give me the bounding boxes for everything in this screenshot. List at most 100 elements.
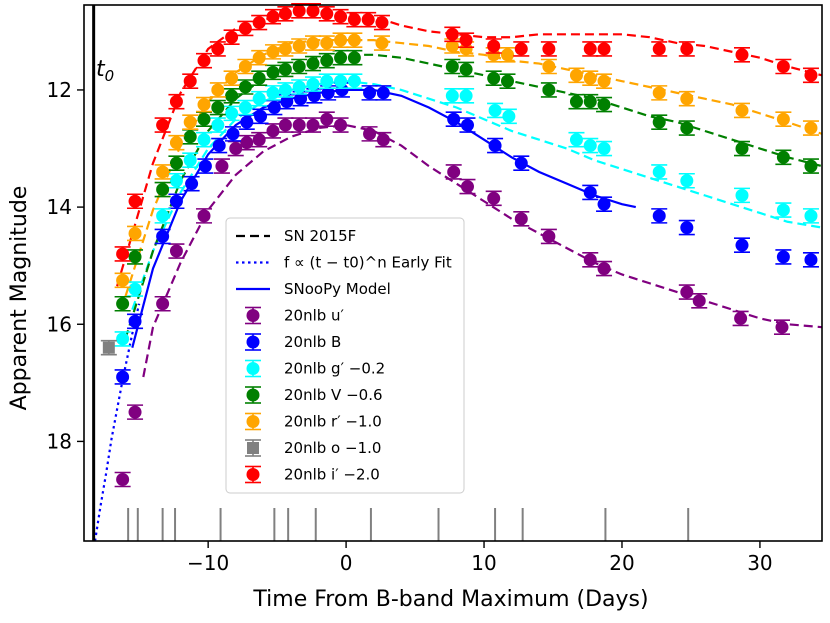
legend-label: 20nlb u′ xyxy=(284,307,345,325)
data-point-20nlb-b xyxy=(267,101,281,115)
data-point-20nlb-b xyxy=(116,370,130,384)
data-point-20nlb-b xyxy=(514,156,528,170)
data-point-20nlb-b xyxy=(488,139,502,153)
x-tick-label: 20 xyxy=(609,551,634,575)
data-point-20nlb-u xyxy=(460,180,474,194)
data-point-20nlb-b xyxy=(294,92,308,106)
data-point-20nlb-r-1-0 xyxy=(238,60,252,74)
data-point-20nlb-v-0-6 xyxy=(225,89,239,103)
legend-label: 20nlb r′ −1.0 xyxy=(284,413,382,431)
data-point-20nlb-u xyxy=(215,159,229,173)
data-point-20nlb-v-0-6 xyxy=(292,60,306,74)
data-point-20nlb-g-0-2 xyxy=(502,109,516,123)
data-point-20nlb-b xyxy=(128,314,142,328)
data-point-20nlb-g-0-2 xyxy=(804,209,818,223)
data-point-20nlb-u xyxy=(169,244,183,258)
data-point-20nlb-g-0-2 xyxy=(597,142,611,156)
data-point-20nlb-g-0-2 xyxy=(266,86,280,100)
data-point-20nlb-u xyxy=(266,124,280,138)
data-point-20nlb-v-0-6 xyxy=(487,71,501,85)
data-point-20nlb-i-2-0 xyxy=(266,10,280,24)
data-point-20nlb-v-0-6 xyxy=(445,60,459,74)
data-point-20nlb-r-1-0 xyxy=(375,36,389,50)
data-point-20nlb-g-0-2 xyxy=(680,174,694,188)
data-point-20nlb-v-0-6 xyxy=(306,57,320,71)
data-point-20nlb-i-2-0 xyxy=(459,33,473,47)
data-point-20nlb-r-1-0 xyxy=(225,71,239,85)
data-point-20nlb-b xyxy=(680,221,694,235)
data-point-20nlb-g-0-2 xyxy=(278,83,292,97)
data-point-20nlb-r-1-0 xyxy=(652,86,666,100)
data-point-20nlb-g-0-2 xyxy=(169,174,183,188)
legend-marker-20nlb-v-0-6 xyxy=(246,388,260,402)
data-point-20nlb-u xyxy=(116,472,130,486)
data-point-20nlb-g-0-2 xyxy=(735,188,749,202)
legend-label: 20nlb o −1.0 xyxy=(284,439,381,457)
data-point-20nlb-b xyxy=(280,95,294,109)
data-point-20nlb-u xyxy=(680,285,694,299)
x-tick-label: 0 xyxy=(340,551,353,575)
data-point-20nlb-g-0-2 xyxy=(252,92,266,106)
data-point-20nlb-u xyxy=(597,262,611,276)
data-point-20nlb-i-2-0 xyxy=(776,60,790,74)
data-point-20nlb-i-2-0 xyxy=(116,247,130,261)
data-point-20nlb-g-0-2 xyxy=(306,77,320,91)
data-point-20nlb-v-0-6 xyxy=(211,101,225,115)
legend-marker-20nlb-u xyxy=(246,309,260,322)
data-point-20nlb-r-1-0 xyxy=(776,112,790,126)
x-tick-label: −10 xyxy=(187,551,229,575)
data-point-20nlb-r-1-0 xyxy=(500,48,514,62)
data-point-20nlb-u xyxy=(306,118,320,132)
data-point-20nlb-g-0-2 xyxy=(459,89,473,103)
data-point-20nlb-u xyxy=(734,311,748,325)
legend: SN 2015F f ∝ (t − t0)^n Early Fit SNooPy M… xyxy=(225,217,465,494)
data-point-20nlb-i-2-0 xyxy=(361,13,375,27)
data-point-20nlb-u xyxy=(156,297,170,311)
data-point-20nlb-v-0-6 xyxy=(116,297,130,311)
data-point-20nlb-i-2-0 xyxy=(211,42,225,56)
t0-label: t0 xyxy=(96,57,114,85)
data-point-20nlb-g-0-2 xyxy=(183,153,197,167)
data-point-20nlb-g-0-2 xyxy=(776,203,790,217)
data-point-20nlb-r-1-0 xyxy=(128,226,142,240)
y-tick-label: 18 xyxy=(47,429,72,453)
data-point-20nlb-i-2-0 xyxy=(735,48,749,62)
data-point-20nlb-v-0-6 xyxy=(347,51,361,65)
data-point-20nlb-i-2-0 xyxy=(597,42,611,56)
data-point-20nlb-u xyxy=(692,294,706,308)
data-point-20nlb-g-0-2 xyxy=(320,74,334,88)
legend-label: 20nlb V −0.6 xyxy=(284,386,383,404)
data-point-20nlb-i-2-0 xyxy=(238,21,252,35)
data-point-20nlb-o-1-0 xyxy=(102,341,115,354)
data-point-20nlb-g-0-2 xyxy=(225,106,239,120)
data-point-20nlb-v-0-6 xyxy=(542,83,556,97)
data-point-20nlb-i-2-0 xyxy=(804,68,818,82)
x-axis-label: Time From B-band Maximum (Days) xyxy=(252,587,648,612)
data-point-20nlb-v-0-6 xyxy=(597,98,611,112)
data-point-20nlb-i-2-0 xyxy=(225,30,239,44)
data-point-20nlb-i-2-0 xyxy=(278,7,292,21)
data-point-20nlb-v-0-6 xyxy=(334,51,348,65)
data-point-20nlb-b xyxy=(652,209,666,223)
data-point-20nlb-v-0-6 xyxy=(320,54,334,68)
data-point-20nlb-v-0-6 xyxy=(197,112,211,126)
data-point-20nlb-b xyxy=(185,177,199,191)
data-point-20nlb-g-0-2 xyxy=(156,209,170,223)
legend-label: 20nlb B xyxy=(284,333,341,351)
data-point-20nlb-r-1-0 xyxy=(278,42,292,56)
data-point-20nlb-v-0-6 xyxy=(652,115,666,129)
template-curve-20nlb-v-0-6 xyxy=(124,53,823,340)
y-tick-label: 12 xyxy=(47,78,72,102)
data-point-20nlb-r-1-0 xyxy=(680,92,694,106)
data-point-20nlb-r-1-0 xyxy=(252,51,266,65)
data-point-20nlb-u xyxy=(197,209,211,223)
legend-label: 20nlb g′ −0.2 xyxy=(284,360,385,378)
data-point-20nlb-b xyxy=(597,197,611,211)
data-point-20nlb-u xyxy=(363,127,377,141)
data-point-20nlb-b xyxy=(254,109,268,123)
data-point-20nlb-v-0-6 xyxy=(156,183,170,197)
data-point-20nlb-b xyxy=(156,229,170,243)
data-point-20nlb-b xyxy=(321,86,335,100)
data-point-20nlb-i-2-0 xyxy=(183,74,197,88)
